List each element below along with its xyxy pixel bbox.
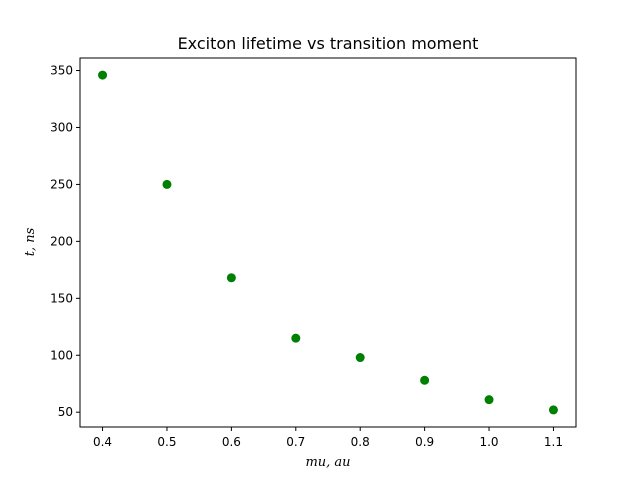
y-tick-label: 300 xyxy=(50,120,73,134)
data-point xyxy=(355,353,365,363)
y-tick-label: 250 xyxy=(50,177,73,191)
x-tick-label: 0.7 xyxy=(286,435,305,449)
data-point xyxy=(98,70,108,80)
data-point xyxy=(484,395,494,405)
x-tick-label: 1.1 xyxy=(544,435,563,449)
y-tick-label: 100 xyxy=(50,348,73,362)
x-tick-label: 0.5 xyxy=(157,435,176,449)
x-axis-label: mu, au xyxy=(305,455,350,470)
data-point xyxy=(548,405,558,415)
x-tick-label: 0.9 xyxy=(415,435,434,449)
y-tick-label: 150 xyxy=(50,291,73,305)
y-axis-label: t, ns xyxy=(23,227,38,256)
x-tick-label: 1.0 xyxy=(479,435,498,449)
axis-ticks: 0.4 0.5 0.6 0.7 0.8 0.9 1.0 1.1 50 100 150 200 250 30… xyxy=(50,64,563,449)
data-point xyxy=(162,179,172,189)
plot-frame xyxy=(79,57,577,428)
y-tick-label: 200 xyxy=(50,234,73,248)
data-point xyxy=(291,333,301,343)
data-point xyxy=(420,375,430,385)
x-tick-label: 0.6 xyxy=(222,435,241,449)
data-point xyxy=(226,273,236,283)
y-tick-label: 350 xyxy=(50,64,73,78)
chart-title: Exciton lifetime vs transition moment xyxy=(178,34,479,53)
data-points xyxy=(98,70,558,415)
x-tick-label: 0.8 xyxy=(351,435,370,449)
x-tick-label: 0.4 xyxy=(93,435,112,449)
y-tick-label: 50 xyxy=(58,405,73,419)
